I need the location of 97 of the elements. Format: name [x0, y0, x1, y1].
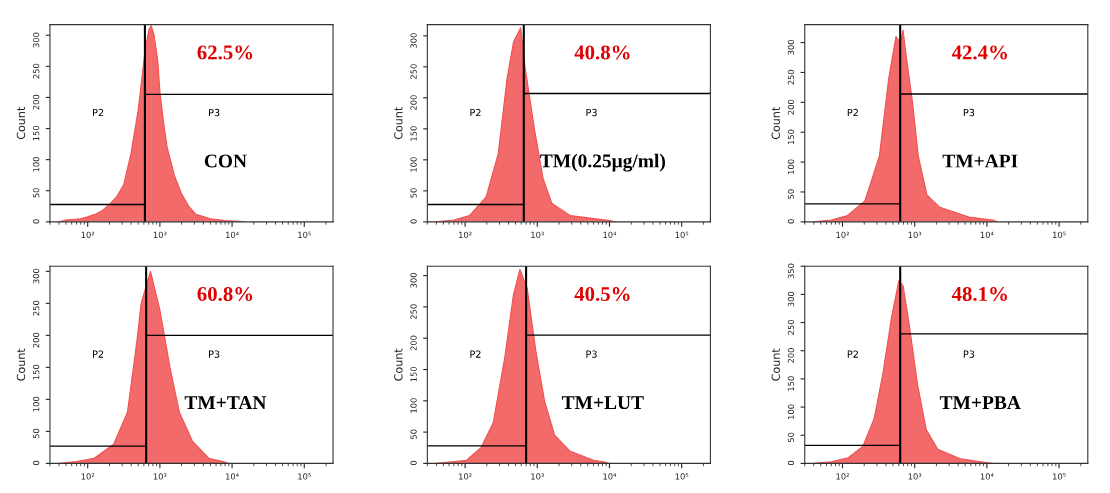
y-tick-label: 250 — [33, 300, 40, 316]
y-axis-title: Count — [394, 348, 403, 381]
x-tick-label: 10⁴ — [226, 473, 239, 480]
annotation: P2 — [847, 350, 858, 358]
annotation: P3 — [586, 108, 597, 117]
x-tick-label: 10⁵ — [298, 231, 311, 239]
y-tick-label: 0 — [787, 460, 795, 466]
y-tick-label: 300 — [410, 273, 417, 288]
y-tick-label: 100 — [787, 159, 795, 174]
annotation: P3 — [209, 108, 220, 117]
x-tick-label: 10⁵ — [1053, 473, 1066, 480]
annotation: P3 — [963, 350, 975, 358]
y-tick-label: 50 — [410, 188, 417, 198]
y-tick-label: 0 — [410, 460, 417, 466]
x-tick-label: 10⁴ — [980, 473, 994, 480]
y-tick-label: 50 — [410, 429, 417, 439]
x-tick-label: 10² — [459, 231, 472, 239]
annotation: TM+API — [942, 154, 1018, 168]
x-tick-label: 10² — [81, 231, 95, 239]
annotation: P2 — [847, 108, 858, 117]
y-tick-label: 350 — [787, 263, 795, 279]
annotation: 62.5% — [197, 45, 253, 60]
annotation: TM+LUT — [561, 396, 644, 410]
y-axis-title: Count — [771, 348, 780, 381]
x-tick-label: 10⁴ — [226, 231, 239, 239]
x-tick-label: 10³ — [908, 473, 922, 480]
y-tick-label: 300 — [410, 33, 417, 48]
y-tick-label: 150 — [33, 125, 40, 141]
annotation: P2 — [470, 350, 481, 358]
annotation: P3 — [963, 108, 975, 117]
y-axis-title: Count — [771, 107, 780, 140]
y-tick-label: 300 — [33, 268, 40, 284]
x-tick-label: 10² — [836, 473, 849, 480]
y-axis-title: Count — [394, 107, 403, 140]
annotation: TM+PBA — [939, 396, 1021, 409]
y-tick-label: 150 — [410, 126, 417, 141]
x-tick-label: 10³ — [531, 231, 544, 239]
y-tick-label: 150 — [787, 129, 795, 145]
x-tick-label: 10⁴ — [603, 473, 617, 480]
annotation: 40.8% — [574, 45, 630, 60]
x-tick-label: 10² — [459, 473, 472, 480]
y-axis-title: Count — [16, 348, 26, 381]
annotation: P2 — [93, 350, 104, 358]
x-tick-label: 10³ — [908, 231, 922, 239]
y-tick-label: 150 — [33, 364, 40, 380]
x-tick-label: 10⁵ — [298, 473, 311, 480]
x-tick-label: 10⁴ — [980, 231, 994, 239]
x-tick-label: 10² — [81, 473, 95, 480]
x-tick-label: 10⁵ — [675, 231, 689, 239]
annotation: 40.5% — [574, 286, 630, 302]
x-tick-label: 10³ — [531, 473, 544, 480]
y-tick-label: 250 — [410, 304, 417, 320]
x-tick-label: 10³ — [153, 473, 167, 480]
x-tick-label: 10⁴ — [603, 231, 617, 239]
annotation: 48.1% — [951, 286, 1007, 302]
y-tick-label: 50 — [33, 428, 40, 439]
y-tick-label: 200 — [787, 99, 795, 115]
x-tick-label: 10³ — [153, 231, 167, 239]
annotation: CON — [204, 154, 247, 168]
y-tick-label: 250 — [787, 69, 795, 85]
y-tick-label: 100 — [787, 404, 795, 419]
annotation: P2 — [93, 108, 104, 117]
y-tick-label: 50 — [33, 188, 40, 198]
y-tick-label: 0 — [787, 219, 795, 224]
y-tick-label: 100 — [33, 157, 40, 172]
y-tick-label: 200 — [33, 94, 40, 110]
y-tick-label: 200 — [410, 335, 417, 351]
y-tick-label: 0 — [33, 460, 40, 466]
annotation: P3 — [209, 350, 220, 358]
y-tick-label: 300 — [787, 291, 795, 307]
y-tick-label: 300 — [33, 32, 40, 48]
annotation: P2 — [470, 108, 481, 117]
annotation: TM+TAN — [184, 396, 267, 409]
y-tick-label: 250 — [33, 63, 40, 79]
x-tick-label: 10⁵ — [1053, 231, 1066, 239]
annotation: TM(0.25μg/ml) — [540, 153, 666, 172]
annotation: P3 — [586, 350, 597, 358]
y-tick-label: 200 — [410, 95, 417, 110]
annotation: 60.8% — [197, 286, 253, 302]
y-tick-label: 200 — [33, 332, 40, 348]
y-tick-label: 100 — [410, 398, 417, 413]
y-tick-label: 0 — [33, 219, 40, 224]
y-tick-label: 250 — [787, 319, 795, 335]
y-tick-label: 0 — [410, 219, 417, 224]
y-tick-label: 100 — [33, 396, 40, 412]
y-tick-label: 100 — [410, 157, 417, 172]
y-tick-label: 250 — [410, 64, 417, 79]
x-tick-label: 10² — [836, 231, 849, 239]
y-tick-label: 150 — [787, 376, 795, 391]
y-tick-label: 50 — [787, 432, 795, 443]
annotation: 42.4% — [951, 45, 1007, 60]
x-tick-label: 10⁵ — [675, 473, 689, 480]
y-tick-label: 50 — [787, 189, 795, 199]
y-tick-label: 300 — [787, 39, 795, 55]
y-tick-label: 200 — [787, 348, 795, 363]
y-axis-title: Count — [16, 107, 26, 140]
y-tick-label: 150 — [410, 366, 417, 382]
